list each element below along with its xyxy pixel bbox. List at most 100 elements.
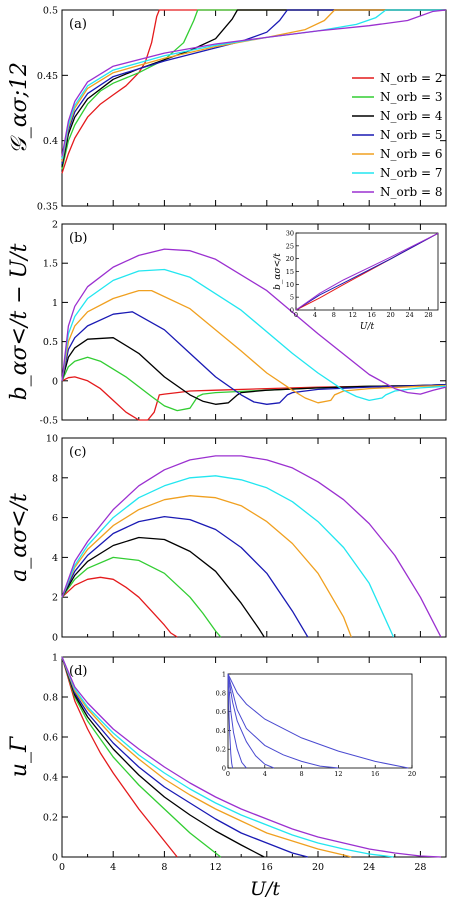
panel-label: (b) [69, 231, 87, 246]
y-tick-label: 0.5 [43, 6, 58, 17]
series-line-a-5 [61, 9, 446, 165]
x-tick-label: 20 [312, 862, 324, 873]
series-line-a-2 [61, 9, 446, 174]
series-line-b-7 [61, 268, 447, 402]
y-tick-label: 0.8 [43, 693, 58, 704]
inset-y-tick-label: 1 [222, 671, 226, 679]
x-tick-label: 28 [414, 862, 426, 873]
y-axis-label: 𝒢_ασ;12 [7, 62, 32, 154]
inset-y-tick-label: 30 [286, 230, 294, 238]
y-tick-label: 10 [46, 434, 58, 445]
inset-x-tick-label: 20 [408, 770, 416, 778]
inset-d-series [227, 673, 409, 769]
legend: N_orb = 2 N_orb = 3 N_orb = 4 N_orb = 5 N_or… [352, 71, 443, 199]
inset-x-tick-label: 16 [371, 770, 379, 778]
inset-x-tick-label: 12 [334, 770, 342, 778]
inset-y-tick-label: 25 [286, 242, 294, 250]
y-tick-label: 0.5 [43, 337, 58, 348]
panel-c: 0 2 4 6 8 10 (c) a_ασ</t [7, 434, 447, 644]
series-line-c-2 [61, 576, 178, 638]
inset-x-tick-label: 12 [349, 311, 357, 319]
y-tick-label: 0.35 [37, 202, 58, 213]
inset-y-tick-label: 0.4 [216, 727, 226, 735]
x-tick-label: 8 [161, 862, 167, 873]
series-line-c-6 [61, 495, 352, 638]
series-line-a-8 [61, 9, 447, 157]
inset-y-tick-label: 0 [290, 307, 294, 315]
x-tick-label: 12 [210, 862, 222, 873]
series-line-a-3 [61, 9, 446, 170]
legend-entry: N_orb = 8 [380, 185, 442, 199]
inset-y-tick-label: 20 [286, 255, 294, 263]
y-tick-label: 0.2 [43, 813, 58, 824]
series-line-d-3 [61, 656, 222, 858]
inset-y-tick-label: 0 [222, 765, 226, 773]
legend-entry: N_orb = 5 [380, 128, 442, 142]
inset-x-tick-label: 28 [424, 311, 432, 319]
series-line-c-7 [61, 475, 395, 638]
y-tick-label: 8 [52, 473, 58, 484]
series-line-d-5 [61, 656, 308, 858]
series-line-c-8 [61, 455, 442, 638]
y-axis-label: a_ασ</t [7, 493, 32, 582]
inset-y-tick-label: 15 [286, 268, 294, 276]
inset-d-series [227, 673, 339, 769]
y-tick-label: 4 [52, 553, 58, 564]
panel-b-frame [61, 223, 447, 421]
inset-d-series [227, 673, 234, 769]
inset-x-tick-label: 16 [368, 311, 376, 319]
series-line-c-4 [61, 536, 265, 638]
y-tick-label: 2 [52, 593, 58, 604]
legend-entry: N_orb = 2 [380, 71, 442, 85]
panel-a: 0.35 0.4 0.45 0.5 (a) 𝒢_ασ;12 [7, 6, 447, 213]
series-line-a-6 [61, 9, 446, 162]
x-tick-label: 16 [261, 862, 273, 873]
inset-x-tick-label: 0 [226, 770, 230, 778]
legend-entry: N_orb = 7 [380, 166, 442, 180]
inset-b-series [295, 232, 439, 311]
series-line-d-6 [61, 656, 352, 858]
y-tick-label: 0.4 [43, 773, 58, 784]
panel-d-frame [61, 656, 447, 858]
series-line-d-2 [61, 656, 178, 858]
inset-y-tick-label: 10 [286, 281, 294, 289]
inset-y-tick-label: 0.8 [216, 689, 226, 697]
series-line-c-3 [61, 556, 222, 638]
y-tick-label: -0.5 [40, 416, 58, 427]
y-tick-label: 1 [52, 298, 58, 309]
inset-d-series [227, 673, 275, 769]
series-line-a-4 [61, 9, 446, 167]
series-line-d-4 [61, 656, 265, 858]
y-tick-label: 0.4 [43, 136, 58, 147]
panel-label: (d) [69, 664, 87, 679]
y-tick-label: 0.6 [43, 733, 58, 744]
inset-x-tick-label: 20 [387, 311, 395, 319]
series-line-b-8 [61, 248, 447, 395]
x-tick-label: 24 [363, 862, 375, 873]
y-tick-label: 0.45 [37, 71, 58, 82]
y-axis-label: u_Γ [7, 736, 32, 777]
x-axis-label: U/t [250, 878, 280, 900]
y-tick-label: 2 [52, 220, 58, 231]
panel-b: -0.5 0 0.5 1 1.5 2 (b) b_ασ</t − U/t [7, 220, 447, 427]
inset-x-tick-label: 8 [332, 311, 336, 319]
inset-x-tick-label: 8 [300, 770, 304, 778]
inset-d-series [227, 673, 247, 769]
inset-x-tick-label: 0 [294, 311, 298, 319]
inset-y-tick-label: 5 [290, 294, 294, 302]
y-tick-label: 6 [52, 513, 58, 524]
y-tick-label: 0 [52, 853, 58, 864]
y-axis-label: b_ασ</t − U/t [7, 243, 32, 400]
inset-b-series [295, 232, 439, 311]
inset-x-tick-label: 4 [263, 770, 267, 778]
panel-label: (a) [69, 17, 87, 32]
inset-x-tick-label: 24 [405, 311, 413, 319]
x-tick-label: 4 [110, 862, 116, 873]
inset-x-tick-label: 4 [313, 311, 317, 319]
legend-entry: N_orb = 6 [380, 147, 442, 161]
y-tick-label: 0 [52, 633, 58, 644]
series-line-b-5 [61, 311, 447, 405]
series-line-c-5 [61, 515, 309, 638]
series-line-b-2 [61, 376, 447, 421]
